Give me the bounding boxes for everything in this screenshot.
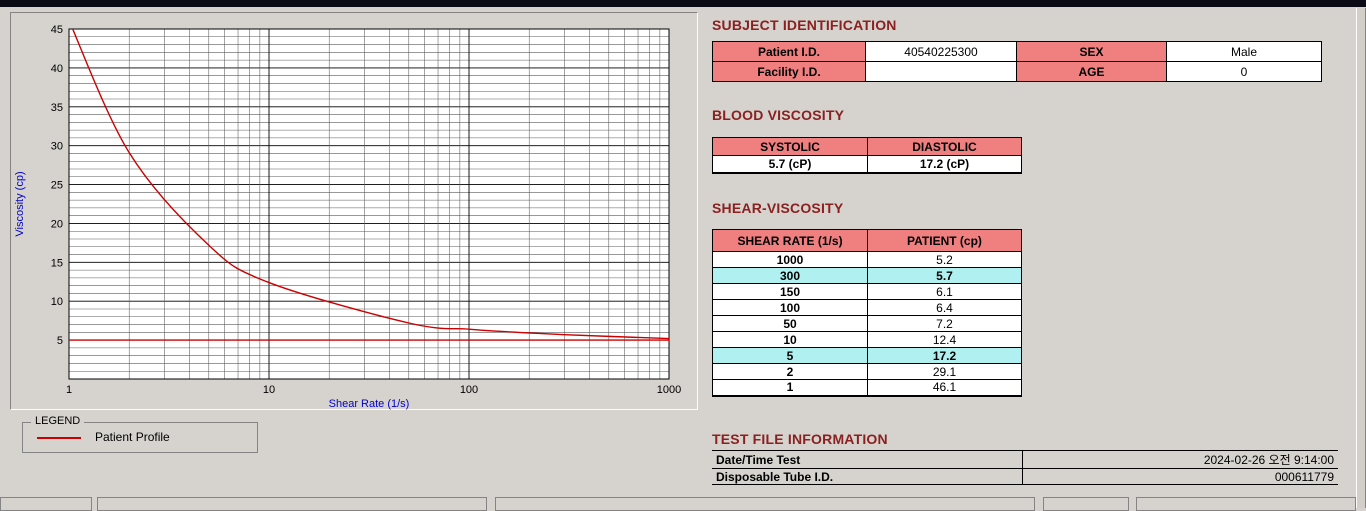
legend-box: LEGEND Patient Profile [22,415,258,453]
shear-row: 300 5.7 [712,267,1022,284]
shear-rate-cell: 100 [712,299,868,316]
table-header-row: SHEAR RATE (1/s) PATIENT (cp) [712,229,1022,252]
table-row: 5.7 (cP) 17.2 (cP) [712,155,1022,173]
partial-button-4[interactable] [1043,497,1129,511]
table-row: Date/Time Test 2024-02-26 오전 9:14:00 [712,450,1338,469]
patient-id-value: 40540225300 [865,41,1017,62]
shear-rate-cell: 50 [712,315,868,332]
subject-identification-title: SUBJECT IDENTIFICATION [712,17,897,33]
patient-cp-cell: 7.2 [867,315,1022,332]
shear-rate-cell: 1000 [712,251,868,268]
svg-text:25: 25 [51,180,63,192]
patient-cp-cell: 29.1 [867,363,1022,380]
legend-series-label: Patient Profile [95,430,170,444]
svg-text:20: 20 [51,218,63,230]
blood-viscosity-title: BLOOD VISCOSITY [712,107,845,123]
partial-button-5[interactable] [1136,497,1356,511]
svg-text:1: 1 [66,384,72,396]
shear-row: 2 29.1 [712,363,1022,380]
shear-viscosity-table: SHEAR RATE (1/s) PATIENT (cp) 1000 5.2 300… [712,229,1022,397]
age-value: 0 [1166,61,1322,82]
svg-text:Viscosity (cp): Viscosity (cp) [14,171,26,236]
svg-text:10: 10 [263,384,275,396]
shear-row: 1 46.1 [712,379,1022,396]
legend-line-sample [37,437,81,439]
facility-id-label: Facility I.D. [712,61,866,82]
shear-row: 5 17.2 [712,347,1022,364]
table-row: SYSTOLIC DIASTOLIC [712,137,1022,156]
shear-rate-cell: 1 [712,379,868,396]
patient-cp-cell: 6.4 [867,299,1022,316]
shear-rate-cell: 300 [712,267,868,284]
patient-id-label: Patient I.D. [712,41,866,62]
shear-rate-header: SHEAR RATE (1/s) [712,229,868,252]
table-row: Facility I.D. AGE 0 [712,61,1322,82]
svg-text:100: 100 [460,384,478,396]
diastolic-value: 17.2 (cP) [867,155,1022,173]
svg-text:40: 40 [51,63,63,75]
patient-cp-header: PATIENT (cp) [867,229,1022,252]
subject-table: Patient I.D. 40540225300 SEX Male Facili… [712,41,1322,82]
svg-text:30: 30 [51,141,63,153]
partial-button-1[interactable] [0,497,92,511]
patient-cp-cell: 5.2 [867,251,1022,268]
viscosity-chart: 5 10 15 20 25 30 35 40 45 1 10 100 1000 Shear Rate (1… [14,24,681,410]
table-row: Disposable Tube I.D. 000611779 [712,468,1338,485]
right-edge-gutter [1356,8,1366,508]
shear-rate-cell: 150 [712,283,868,300]
date-time-value: 2024-02-26 오전 9:14:00 [1021,450,1338,469]
shear-rate-cell: 2 [712,363,868,380]
tube-id-value: 000611779 [1021,468,1338,485]
sex-value: Male [1166,41,1322,62]
svg-text:35: 35 [51,102,63,114]
date-time-label: Date/Time Test [712,450,1022,469]
shear-row: 150 6.1 [712,283,1022,300]
patient-cp-cell: 46.1 [867,379,1022,396]
patient-cp-cell: 12.4 [867,331,1022,348]
shear-rate-cell: 5 [712,347,868,364]
patient-cp-cell: 5.7 [867,267,1022,284]
patient-cp-cell: 17.2 [867,347,1022,364]
systolic-value: 5.7 (cP) [712,155,868,173]
facility-id-value [865,61,1017,82]
patient-cp-cell: 6.1 [867,283,1022,300]
window-title-bar [0,0,1366,7]
shear-row: 10 12.4 [712,331,1022,348]
chart-panel: 5 10 15 20 25 30 35 40 45 1 10 100 1000 Shear Rate (1… [10,12,698,410]
sex-label: SEX [1016,41,1167,62]
shear-viscosity-title: SHEAR-VISCOSITY [712,200,844,216]
legend-caption: LEGEND [31,415,85,427]
table-row: Patient I.D. 40540225300 SEX Male [712,41,1322,62]
partial-button-3[interactable] [495,497,1035,511]
blood-viscosity-table: SYSTOLIC DIASTOLIC 5.7 (cP) 17.2 (cP) [712,137,1022,174]
svg-text:5: 5 [57,335,63,347]
svg-text:45: 45 [51,24,63,36]
svg-text:1000: 1000 [657,384,681,396]
test-file-information-title: TEST FILE INFORMATION [712,431,888,447]
shear-rate-cell: 10 [712,331,868,348]
shear-row: 100 6.4 [712,299,1022,316]
partial-button-2[interactable] [97,497,487,511]
tube-id-label: Disposable Tube I.D. [712,468,1022,485]
shear-row: 50 7.2 [712,315,1022,332]
shear-row: 1000 5.2 [712,251,1022,268]
svg-text:15: 15 [51,257,63,269]
diastolic-header: DIASTOLIC [867,137,1022,156]
test-file-table: Date/Time Test 2024-02-26 오전 9:14:00 Dis… [712,450,1338,485]
svg-text:Shear Rate (1/s): Shear Rate (1/s) [329,398,410,410]
systolic-header: SYSTOLIC [712,137,868,156]
svg-text:10: 10 [51,296,63,308]
age-label: AGE [1016,61,1167,82]
